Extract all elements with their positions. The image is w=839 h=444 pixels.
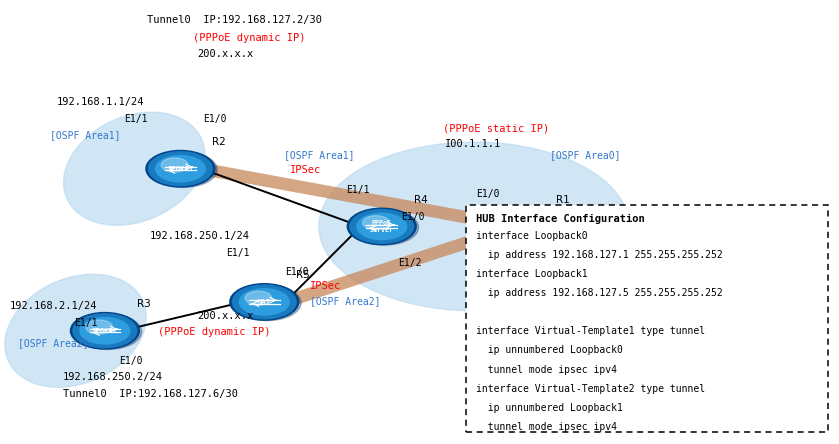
Text: R4: R4 — [414, 194, 427, 205]
Circle shape — [239, 289, 289, 315]
Circle shape — [150, 152, 217, 187]
Text: 192.168.0.1/24: 192.168.0.1/24 — [550, 266, 637, 276]
Text: interface Loopback1: interface Loopback1 — [476, 269, 587, 279]
Text: interface Loopback0: interface Loopback0 — [476, 231, 587, 241]
Text: NAT: NAT — [258, 299, 271, 305]
Circle shape — [350, 210, 414, 243]
Circle shape — [230, 284, 299, 320]
Text: ip unnumbered Loopback0: ip unnumbered Loopback0 — [476, 345, 623, 356]
Text: R1: R1 — [556, 194, 570, 205]
Text: [OSPF Area1]: [OSPF Area1] — [50, 131, 121, 140]
Text: E1/1: E1/1 — [227, 248, 250, 258]
Circle shape — [146, 151, 215, 187]
Circle shape — [362, 216, 389, 230]
Text: E1/1: E1/1 — [124, 114, 148, 124]
Circle shape — [492, 210, 556, 243]
Text: 192.168.250.2/24: 192.168.250.2/24 — [63, 372, 163, 381]
Circle shape — [80, 317, 130, 344]
Text: E1/1: E1/1 — [74, 318, 97, 328]
Text: SPOKE1: SPOKE1 — [167, 166, 194, 172]
Circle shape — [149, 152, 212, 186]
Text: ip address 192.168.127.5 255.255.255.252: ip address 192.168.127.5 255.255.255.252 — [476, 288, 722, 298]
Ellipse shape — [5, 274, 146, 387]
Circle shape — [86, 320, 112, 334]
Text: 192.168.250.1/24: 192.168.250.1/24 — [149, 231, 249, 241]
Text: ip unnumbered Loopback1: ip unnumbered Loopback1 — [476, 403, 623, 413]
Circle shape — [155, 155, 206, 182]
Circle shape — [245, 291, 272, 305]
Ellipse shape — [64, 112, 205, 225]
Circle shape — [357, 213, 407, 240]
Text: HUB Interface Configuration: HUB Interface Configuration — [476, 214, 644, 224]
Text: 192.168.2.1/24: 192.168.2.1/24 — [10, 301, 97, 311]
Text: IPSec: IPSec — [289, 165, 320, 174]
Text: 192.168.1.1/24: 192.168.1.1/24 — [57, 97, 144, 107]
Text: IPSec: IPSec — [310, 281, 341, 291]
Text: E1/0: E1/0 — [119, 356, 143, 365]
Text: R2: R2 — [212, 137, 226, 147]
Text: (PPPoE dynamic IP): (PPPoE dynamic IP) — [158, 327, 270, 337]
Text: Tunnel0  IP:192.168.127.2/30: Tunnel0 IP:192.168.127.2/30 — [147, 15, 322, 25]
Text: tunnel mode ipsec ipv4: tunnel mode ipsec ipv4 — [476, 365, 617, 375]
Text: E1/1: E1/1 — [346, 185, 369, 195]
Text: ip address 192.168.127.1 255.255.255.252: ip address 192.168.127.1 255.255.255.252 — [476, 250, 722, 260]
Text: tunnel mode ipsec ipv4: tunnel mode ipsec ipv4 — [476, 422, 617, 432]
Text: (PPPoE static IP): (PPPoE static IP) — [443, 124, 550, 134]
Text: E1/0: E1/0 — [203, 114, 227, 124]
Circle shape — [352, 210, 419, 245]
Text: SPOKE2: SPOKE2 — [91, 328, 118, 334]
Text: E1/2: E1/2 — [399, 258, 422, 268]
Circle shape — [70, 313, 139, 349]
Circle shape — [490, 208, 559, 245]
Circle shape — [347, 208, 416, 245]
Text: E1/0: E1/0 — [477, 190, 500, 199]
Text: interface Virtual-Template2 type tunnel: interface Virtual-Template2 type tunnel — [476, 384, 705, 394]
Circle shape — [234, 285, 301, 321]
Text: PPPoE
Server: PPPoE Server — [370, 220, 393, 233]
Circle shape — [505, 216, 532, 230]
Text: R5: R5 — [296, 270, 310, 280]
Circle shape — [499, 213, 550, 240]
Text: [OSPF Area2]: [OSPF Area2] — [18, 338, 89, 348]
Text: Tunnel0  IP:192.168.127.6/30: Tunnel0 IP:192.168.127.6/30 — [63, 389, 238, 399]
Text: [OSPF Area1]: [OSPF Area1] — [284, 151, 354, 160]
Text: 200.x.x.x: 200.x.x.x — [197, 311, 253, 321]
Circle shape — [75, 314, 142, 349]
Text: E1/1: E1/1 — [552, 235, 576, 245]
Text: (PPPoE dynamic IP): (PPPoE dynamic IP) — [193, 33, 305, 43]
Text: R3: R3 — [137, 299, 150, 309]
Circle shape — [494, 210, 561, 245]
Circle shape — [73, 314, 137, 348]
Text: HUB: HUB — [518, 223, 531, 230]
Ellipse shape — [319, 142, 629, 311]
Text: [OSPF Area0]: [OSPF Area0] — [550, 151, 620, 160]
Circle shape — [161, 158, 188, 172]
Text: interface Virtual-Template1 type tunnel: interface Virtual-Template1 type tunnel — [476, 326, 705, 337]
Text: 200.x.x.x: 200.x.x.x — [197, 49, 253, 59]
Text: I00.1.1.1: I00.1.1.1 — [445, 139, 501, 149]
FancyBboxPatch shape — [466, 205, 828, 432]
Text: E1/0: E1/0 — [285, 267, 309, 277]
Circle shape — [232, 285, 296, 319]
Text: E1/0: E1/0 — [401, 212, 425, 222]
Text: [OSPF Area2]: [OSPF Area2] — [310, 296, 381, 306]
